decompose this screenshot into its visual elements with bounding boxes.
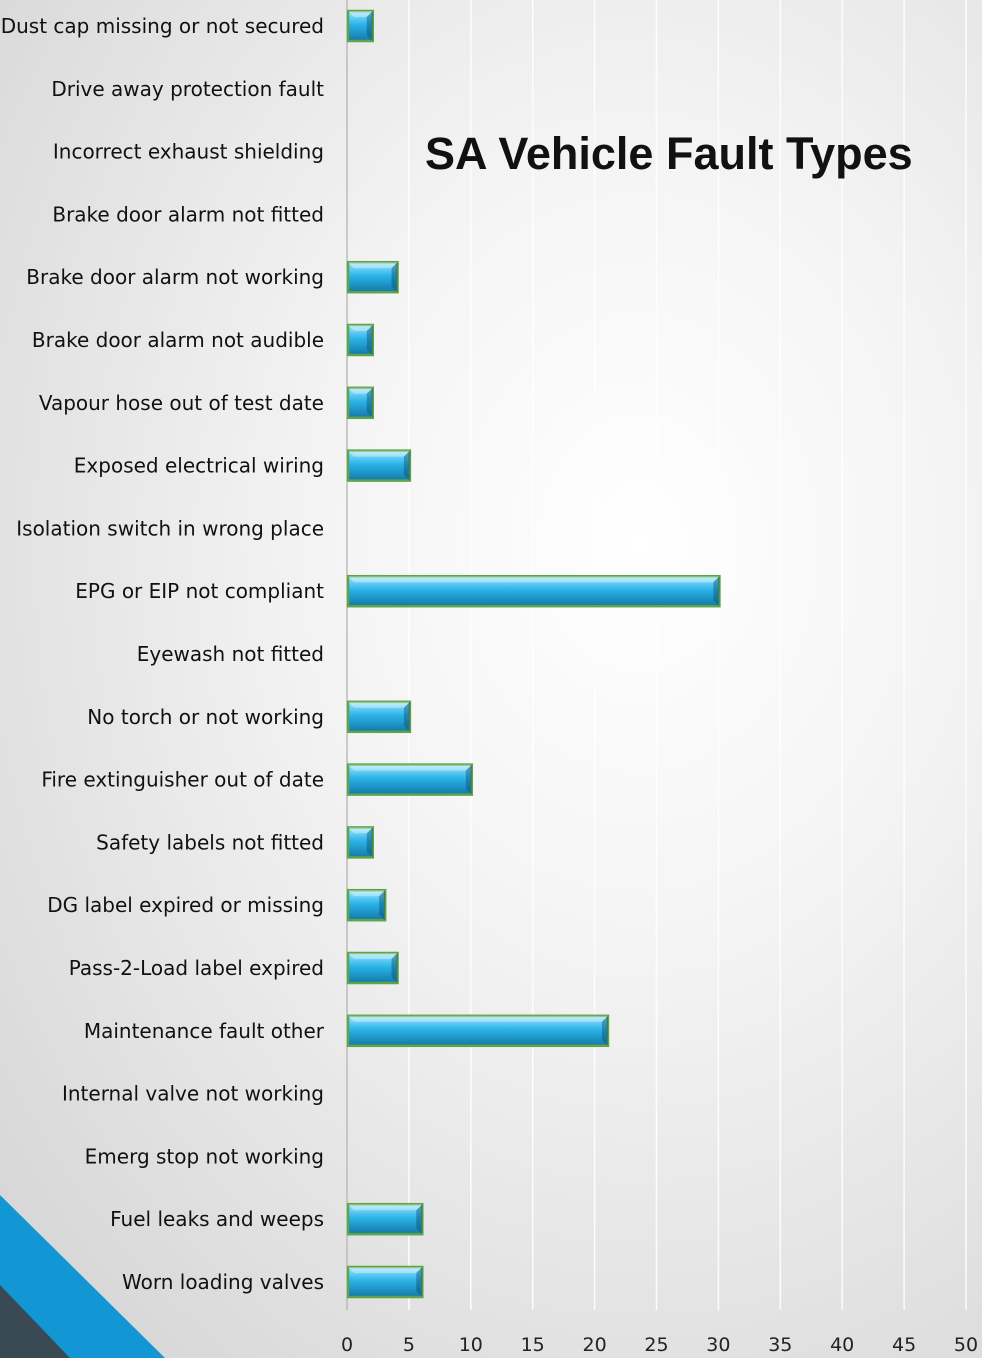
- bar-bevel-top: [348, 764, 472, 771]
- bar-bevel-top: [348, 576, 720, 583]
- bar-bevel-top: [348, 953, 398, 959]
- bar-bevel-right: [366, 827, 373, 858]
- x-tick-label: 20: [583, 1334, 607, 1356]
- bar-bevel-right: [366, 11, 373, 41]
- category-label: Isolation switch in wrong place: [16, 516, 324, 540]
- x-tick-label: 35: [768, 1334, 792, 1356]
- bar-bevel-top: [348, 262, 398, 269]
- chart-title: SA Vehicle Fault Types: [425, 128, 913, 179]
- bar-bevel-top: [348, 11, 373, 17]
- bar-rect: [346, 323, 375, 357]
- x-tick-label: 40: [830, 1334, 854, 1356]
- bars: [346, 9, 721, 1299]
- category-label: Fire extinguisher out of date: [41, 768, 324, 792]
- x-tick-label: 45: [892, 1334, 916, 1356]
- bar-bevel-right: [403, 450, 410, 481]
- x-tick-label: 30: [706, 1334, 730, 1356]
- bar-rect: [346, 826, 375, 859]
- bar: [346, 763, 474, 796]
- bar: [346, 1265, 424, 1299]
- bar-bevel-right: [416, 1267, 423, 1297]
- bar: [346, 323, 375, 357]
- bar-rect: [346, 574, 721, 608]
- x-tick-label: 5: [403, 1334, 415, 1356]
- category-label: Dust cap missing or not secured: [1, 14, 324, 38]
- bar: [346, 386, 375, 420]
- bar-rect: [346, 951, 399, 985]
- bar: [346, 574, 721, 608]
- category-label: Drive away protection fault: [51, 77, 324, 101]
- bar-bevel-top: [348, 827, 373, 834]
- bar-bevel-right: [379, 890, 386, 921]
- category-label: Exposed electrical wiring: [74, 454, 324, 478]
- category-label: EPG or EIP not compliant: [75, 579, 324, 603]
- category-labels: Dust cap missing or not secured Drive awa…: [1, 14, 325, 1294]
- category-label: Pass-2-Load label expired: [69, 956, 324, 980]
- x-tick-label: 50: [954, 1334, 978, 1356]
- bar-rect: [346, 1265, 424, 1299]
- bar-bevel-right: [366, 387, 373, 418]
- category-label: Worn loading valves: [122, 1270, 324, 1294]
- bar-bevel-right: [601, 1015, 608, 1046]
- bar-bevel-top: [348, 1267, 423, 1273]
- x-tick-label: 15: [521, 1334, 545, 1356]
- bar: [346, 449, 412, 482]
- bar-rect: [346, 763, 474, 796]
- category-label: Incorrect exhaust shielding: [53, 140, 324, 164]
- bar-rect: [346, 1014, 610, 1048]
- bar-bevel-top: [348, 325, 373, 331]
- category-label: Safety labels not fitted: [96, 830, 324, 854]
- bar-bevel-right: [416, 1204, 423, 1235]
- category-label: Vapour hose out of test date: [39, 391, 324, 415]
- x-tick-label: 10: [459, 1334, 483, 1356]
- category-label: Emerg stop not working: [85, 1144, 324, 1168]
- bar-rect: [346, 700, 412, 734]
- bar-bevel-right: [403, 701, 410, 732]
- bar: [346, 260, 399, 294]
- bar: [346, 9, 375, 43]
- bar-bevel-top: [348, 701, 410, 708]
- x-tick-label: 25: [644, 1334, 668, 1356]
- bar-bevel-right: [391, 953, 398, 983]
- bar-rect: [346, 386, 375, 420]
- gridlines: [346, 0, 967, 1310]
- category-label: Eyewash not fitted: [137, 642, 324, 666]
- category-label: Internal valve not working: [62, 1082, 324, 1106]
- category-label: Brake door alarm not fitted: [52, 202, 324, 226]
- x-tick-label: 0: [341, 1334, 353, 1356]
- bar-bevel-top: [348, 890, 386, 897]
- bar-rect: [346, 9, 375, 43]
- bar: [346, 826, 375, 859]
- bar-bevel-right: [366, 325, 373, 355]
- bar-rect: [346, 260, 399, 294]
- bar-bevel-top: [348, 1204, 423, 1211]
- category-label: Fuel leaks and weeps: [110, 1207, 324, 1231]
- category-label: Brake door alarm not audible: [32, 328, 324, 352]
- x-axis-ticks: 0 5 10 15 20 25 30 35 40 45 50: [341, 1334, 978, 1356]
- bar-rect: [346, 1202, 424, 1236]
- bar-bevel-top: [348, 387, 373, 394]
- category-label: DG label expired or missing: [47, 893, 324, 917]
- bar-bevel-right: [391, 262, 398, 293]
- bar-bevel-right: [713, 576, 720, 607]
- bar-bevel-top: [348, 450, 410, 457]
- bar: [346, 700, 412, 734]
- category-label: Maintenance fault other: [84, 1019, 325, 1043]
- bar-rect: [346, 449, 412, 482]
- bar-bevel-right: [465, 764, 472, 795]
- category-label: Brake door alarm not working: [26, 265, 324, 289]
- bar: [346, 951, 399, 985]
- bar: [346, 888, 387, 922]
- bar-bevel-top: [348, 1015, 608, 1022]
- bar: [346, 1202, 424, 1236]
- bar-rect: [346, 888, 387, 922]
- bar: [346, 1014, 610, 1048]
- category-label: No torch or not working: [87, 705, 324, 729]
